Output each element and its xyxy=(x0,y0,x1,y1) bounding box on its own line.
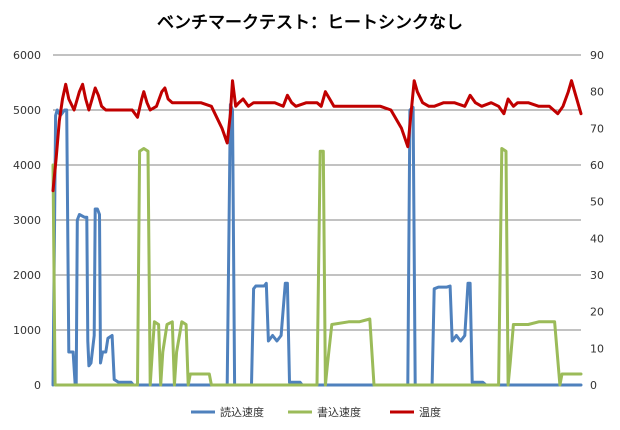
left-tick-label: 2000 xyxy=(13,269,41,282)
right-tick-label: 40 xyxy=(590,232,604,245)
right-tick-label: 70 xyxy=(590,122,604,135)
right-tick-label: 30 xyxy=(590,269,604,282)
series-line-3 xyxy=(51,79,583,193)
legend-label-2: 書込速度 xyxy=(317,405,361,419)
legend: 読込速度 書込速度 温度 xyxy=(191,405,441,419)
right-tick-label: 80 xyxy=(590,86,604,99)
left-tick-label: 5000 xyxy=(13,104,41,117)
right-tick-label: 50 xyxy=(590,196,604,209)
legend-label-1: 読込速度 xyxy=(220,405,264,419)
right-tick-label: 60 xyxy=(590,159,604,172)
left-axis-ticks: 0 1000 2000 3000 4000 5000 6000 xyxy=(13,49,41,392)
left-tick-label: 3000 xyxy=(13,214,41,227)
left-tick-label: 6000 xyxy=(13,49,41,62)
series-layer xyxy=(51,79,583,387)
right-tick-label: 20 xyxy=(590,306,604,319)
chart-title: ベンチマークテスト：ヒートシンクなし xyxy=(157,13,463,33)
right-tick-label: 90 xyxy=(590,49,604,62)
left-tick-label: 1000 xyxy=(13,324,41,337)
left-tick-label: 0 xyxy=(34,379,41,392)
right-axis-ticks: 0 10 20 30 40 50 60 70 80 90 xyxy=(590,49,604,392)
legend-label-3: 温度 xyxy=(419,405,441,419)
right-tick-label: 0 xyxy=(590,379,597,392)
gridlines xyxy=(53,54,581,331)
series-line-2 xyxy=(51,147,583,387)
right-tick-label: 10 xyxy=(590,342,604,355)
left-tick-label: 4000 xyxy=(13,159,41,172)
